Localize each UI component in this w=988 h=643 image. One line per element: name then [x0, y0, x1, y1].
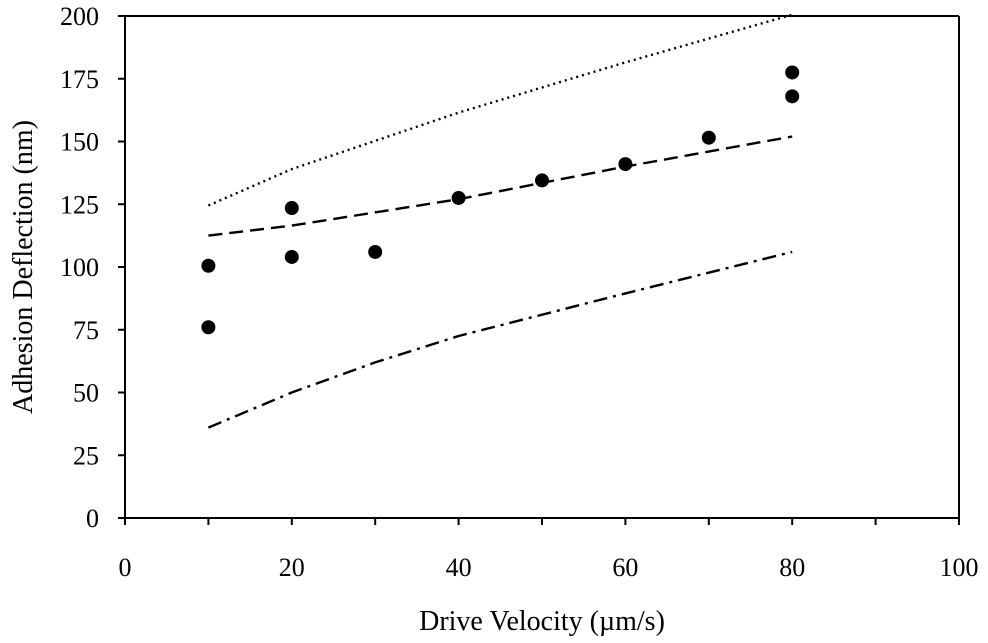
x-tick-label: 80: [779, 553, 805, 582]
x-axis-ticks: 0 20 40 60 80 100: [119, 518, 979, 582]
y-axis-title: Adhesion Deflection (nm): [8, 120, 39, 414]
y-tick-label: 200: [60, 2, 99, 31]
data-point: [201, 258, 216, 273]
data-point: [368, 244, 383, 259]
x-tick-label: 0: [119, 553, 132, 582]
upper-model-line: [207, 13, 793, 207]
x-tick-label: 20: [279, 553, 305, 582]
series-lines: [207, 13, 793, 429]
y-tick-label: 175: [60, 65, 99, 94]
data-point: [201, 320, 216, 335]
data-point: [785, 65, 800, 80]
y-tick-label: 100: [60, 253, 99, 282]
data-point: [284, 201, 299, 216]
y-axis-ticks: 0 25 50 75 100 125 150 175 200: [60, 2, 125, 533]
y-tick-label: 150: [60, 128, 99, 157]
middle-model-line: [208, 135, 793, 237]
data-point: [785, 89, 800, 104]
data-point: [451, 190, 466, 205]
y-tick-label: 75: [73, 316, 99, 345]
x-axis-title: Drive Velocity (µm/s): [419, 606, 665, 637]
y-tick-label: 25: [73, 441, 99, 470]
y-tick-label: 125: [60, 190, 99, 219]
data-point: [535, 173, 549, 188]
x-tick-label: 100: [940, 553, 979, 582]
data-point: [618, 157, 633, 172]
data-points: [201, 65, 800, 335]
x-tick-label: 60: [612, 553, 638, 582]
data-point: [701, 130, 716, 145]
lower-model-line: [207, 250, 793, 429]
x-tick-label: 40: [446, 553, 472, 582]
data-point: [284, 249, 299, 264]
y-tick-label: 0: [86, 504, 99, 533]
y-tick-label: 50: [73, 379, 99, 408]
